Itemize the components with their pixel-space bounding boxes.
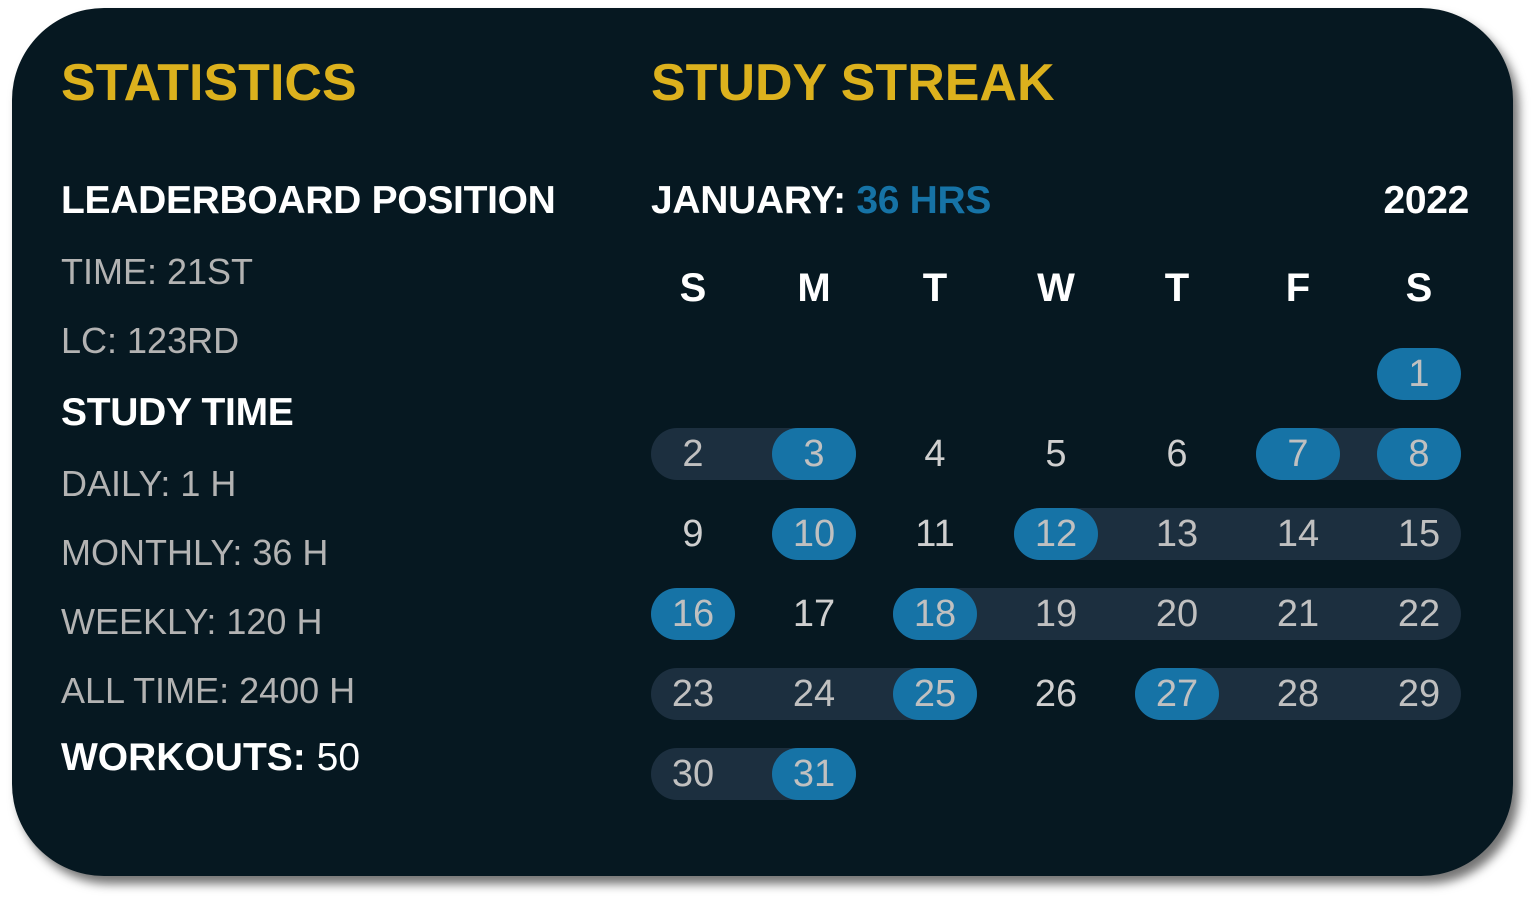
calendar-day-26[interactable]: 26 — [1034, 673, 1078, 715]
workouts-line: WORKOUTS: 50 — [61, 738, 360, 777]
calendar-day-12[interactable]: 12 — [1034, 513, 1078, 555]
calendar-day-6[interactable]: 6 — [1166, 433, 1188, 475]
active-day-highlight — [1377, 348, 1461, 400]
study-time-all-time: ALL TIME: 2400 H — [61, 670, 356, 711]
calendar-day-18[interactable]: 18 — [913, 593, 957, 635]
calendar-day-15[interactable]: 15 — [1397, 513, 1441, 555]
leaderboard-lc: LC: 123RD — [61, 320, 240, 361]
active-day-highlight — [772, 748, 856, 800]
active-day-highlight — [651, 588, 735, 640]
month-header: JANUARY: 36 HRS — [651, 181, 991, 220]
active-day-highlight — [1014, 508, 1098, 560]
calendar-day-11[interactable]: 11 — [915, 513, 955, 555]
calendar-day-14[interactable]: 14 — [1276, 513, 1320, 555]
calendar-day-21[interactable]: 21 — [1276, 593, 1320, 635]
active-day-highlight — [893, 668, 977, 720]
active-day-highlight — [1135, 668, 1219, 720]
study-time-heading: STUDY TIME — [61, 391, 294, 434]
workouts-label: WORKOUTS: — [61, 736, 306, 779]
weekday-label: T — [1164, 266, 1190, 310]
weekday-label: S — [679, 266, 707, 310]
calendar-day-5[interactable]: 5 — [1045, 433, 1067, 475]
month-label: JANUARY: — [651, 179, 846, 222]
calendar-day-10[interactable]: 10 — [792, 513, 836, 555]
year-label: 2022 — [1383, 179, 1469, 222]
calendar-day-1[interactable]: 1 — [1408, 353, 1430, 395]
active-day-highlight — [1377, 428, 1461, 480]
active-day-highlight — [893, 588, 977, 640]
leaderboard-time: TIME: 21ST — [61, 251, 254, 292]
weekday-label: M — [797, 266, 831, 310]
calendar-day-2[interactable]: 2 — [682, 433, 704, 475]
statistics-title: STATISTICS — [61, 54, 357, 112]
calendar-day-29[interactable]: 29 — [1397, 673, 1441, 715]
calendar-day-30[interactable]: 30 — [671, 753, 715, 795]
calendar-day-28[interactable]: 28 — [1276, 673, 1320, 715]
study-streak-title: STUDY STREAK — [651, 54, 1055, 112]
study-time-daily: DAILY: 1 H — [61, 463, 237, 504]
calendar-day-17[interactable]: 17 — [792, 593, 836, 635]
calendar-day-3[interactable]: 3 — [803, 433, 825, 475]
calendar-day-23[interactable]: 23 — [671, 673, 715, 715]
weekday-label: F — [1285, 266, 1311, 310]
calendar-day-24[interactable]: 24 — [792, 673, 836, 715]
calendar-day-19[interactable]: 19 — [1034, 593, 1078, 635]
calendar-day-8[interactable]: 8 — [1408, 433, 1430, 475]
calendar-day-20[interactable]: 20 — [1155, 593, 1199, 635]
calendar-day-31[interactable]: 31 — [792, 753, 836, 795]
calendar-day-16[interactable]: 16 — [671, 593, 715, 635]
leaderboard-heading: LEADERBOARD POSITION — [61, 179, 556, 222]
calendar-day-27[interactable]: 27 — [1155, 673, 1199, 715]
study-time-monthly: MONTHLY: 36 H — [61, 532, 329, 573]
calendar-day-7[interactable]: 7 — [1287, 433, 1309, 475]
active-day-highlight — [772, 428, 856, 480]
study-time-weekly: WEEKLY: 120 H — [61, 601, 323, 642]
calendar-day-25[interactable]: 25 — [913, 673, 957, 715]
streak-bar — [893, 588, 1461, 640]
calendar-day-4[interactable]: 4 — [924, 433, 946, 475]
weekday-label: S — [1405, 266, 1433, 310]
active-day-highlight — [1256, 428, 1340, 480]
calendar-day-9[interactable]: 9 — [682, 513, 704, 555]
calendar-day-13[interactable]: 13 — [1155, 513, 1199, 555]
workouts-value: 50 — [305, 736, 361, 779]
month-hours: 36 HRS — [845, 179, 992, 222]
calendar-day-22[interactable]: 22 — [1397, 593, 1441, 635]
weekday-label: W — [1037, 266, 1075, 310]
active-day-highlight — [772, 508, 856, 560]
weekday-label: T — [922, 266, 948, 310]
